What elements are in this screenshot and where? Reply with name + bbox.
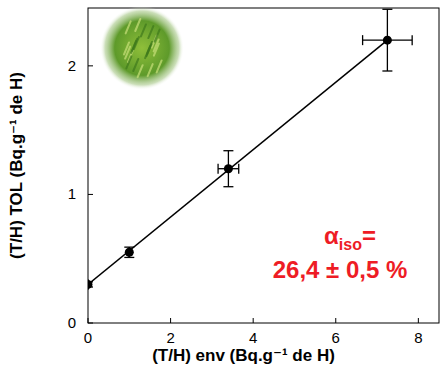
x-tick-label: 2 — [166, 329, 174, 346]
y-error-bar — [382, 9, 392, 71]
annotation-value: 26,4 ± 0,5 % — [273, 256, 408, 283]
fit-line — [88, 40, 387, 284]
error-cap — [223, 150, 233, 151]
x-tick — [418, 318, 419, 323]
error-cap — [223, 186, 233, 187]
x-tick-label: 0 — [84, 329, 92, 346]
error-cap — [362, 35, 363, 45]
x-tick — [335, 318, 336, 323]
moss-strand — [133, 59, 138, 71]
x-tick-label: 6 — [332, 329, 340, 346]
moss-strand — [126, 56, 131, 68]
annotation-symbol: αiso= — [324, 222, 376, 253]
moss-strand — [148, 64, 153, 76]
y-tick-label: 2 — [68, 57, 76, 74]
moss-strand — [135, 19, 140, 31]
moss-strand — [138, 65, 143, 77]
y-tick-label: 0 — [68, 314, 76, 331]
alpha: α — [324, 222, 339, 249]
y-error-bar — [223, 151, 233, 187]
x-tick-label: 4 — [249, 329, 257, 346]
plot-data — [88, 9, 412, 289]
x-error-bar — [363, 35, 413, 45]
moss-strand — [126, 21, 131, 33]
x-tick-label: 8 — [414, 329, 422, 346]
error-cap — [382, 9, 392, 10]
point — [88, 280, 93, 289]
y-axis-title: (T/H) TOL (Bq.g⁻¹ de H) — [7, 72, 26, 259]
error-cap — [382, 70, 392, 71]
x-error-bar — [218, 164, 239, 174]
moss-strand — [141, 24, 146, 36]
point — [383, 36, 392, 45]
point — [224, 164, 233, 173]
moss-strand — [124, 42, 129, 54]
y-error-bar — [124, 247, 134, 257]
point — [125, 248, 134, 257]
moss-image — [100, 6, 184, 90]
moss-strand — [145, 46, 150, 58]
error-cap — [238, 164, 239, 174]
moss-strand — [134, 37, 139, 49]
x-tick — [88, 318, 89, 323]
y-tick — [88, 194, 93, 195]
moss-strand — [154, 44, 159, 56]
x-axis-title: (T/H) env (Bq.g⁻¹ de H) — [152, 346, 335, 365]
y-tick-label: 1 — [68, 185, 76, 202]
error-cap — [217, 164, 218, 174]
x-tick — [253, 318, 254, 323]
error-cap — [412, 35, 413, 45]
moss-disc — [100, 6, 184, 90]
moss-strand — [157, 60, 162, 72]
moss-strand — [148, 26, 153, 38]
subscript: iso — [339, 236, 362, 253]
y-tick — [88, 323, 93, 324]
chart: 02468012(T/H) env (Bq.g⁻¹ de H)(T/H) TOL… — [0, 0, 445, 367]
moss-strand — [155, 30, 160, 42]
y-tick — [88, 65, 93, 66]
x-tick — [170, 318, 171, 323]
equals: = — [362, 222, 376, 249]
